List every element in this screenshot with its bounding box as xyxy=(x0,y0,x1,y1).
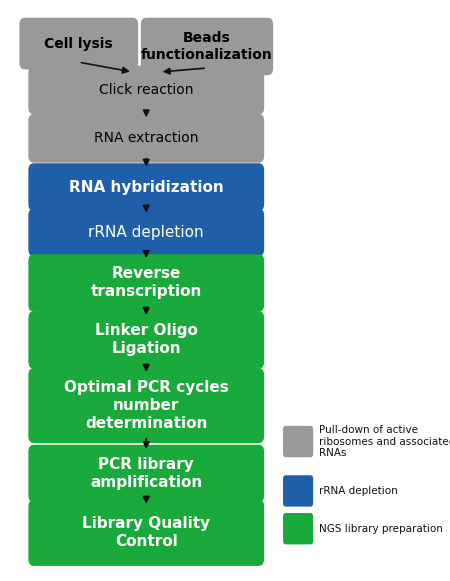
Text: NGS library preparation: NGS library preparation xyxy=(319,523,442,534)
Text: Reverse
transcription: Reverse transcription xyxy=(90,267,202,299)
FancyBboxPatch shape xyxy=(283,513,313,544)
FancyBboxPatch shape xyxy=(141,17,273,75)
FancyBboxPatch shape xyxy=(28,163,264,211)
FancyBboxPatch shape xyxy=(28,311,264,368)
FancyBboxPatch shape xyxy=(19,17,138,69)
FancyBboxPatch shape xyxy=(283,475,313,507)
FancyBboxPatch shape xyxy=(28,114,264,163)
Text: PCR library
amplification: PCR library amplification xyxy=(90,457,202,490)
FancyBboxPatch shape xyxy=(283,426,313,457)
Text: Library Quality
Control: Library Quality Control xyxy=(82,517,210,549)
Text: RNA hybridization: RNA hybridization xyxy=(69,180,224,195)
Text: rRNA depletion: rRNA depletion xyxy=(319,486,397,496)
Text: Linker Oligo
Ligation: Linker Oligo Ligation xyxy=(95,324,198,356)
FancyBboxPatch shape xyxy=(28,254,264,311)
Text: Pull-down of active
ribosomes and associated
RNAs: Pull-down of active ribosomes and associ… xyxy=(319,425,450,458)
Text: Click reaction: Click reaction xyxy=(99,83,194,97)
Text: rRNA depletion: rRNA depletion xyxy=(89,225,204,240)
FancyBboxPatch shape xyxy=(28,66,264,114)
FancyBboxPatch shape xyxy=(28,500,264,566)
FancyBboxPatch shape xyxy=(28,209,264,256)
Text: RNA extraction: RNA extraction xyxy=(94,131,198,145)
FancyBboxPatch shape xyxy=(28,368,264,443)
Text: Cell lysis: Cell lysis xyxy=(45,37,113,51)
Text: Beads
functionalization: Beads functionalization xyxy=(141,31,273,62)
Text: Optimal PCR cycles
number
determination: Optimal PCR cycles number determination xyxy=(64,380,229,431)
FancyBboxPatch shape xyxy=(28,445,264,502)
